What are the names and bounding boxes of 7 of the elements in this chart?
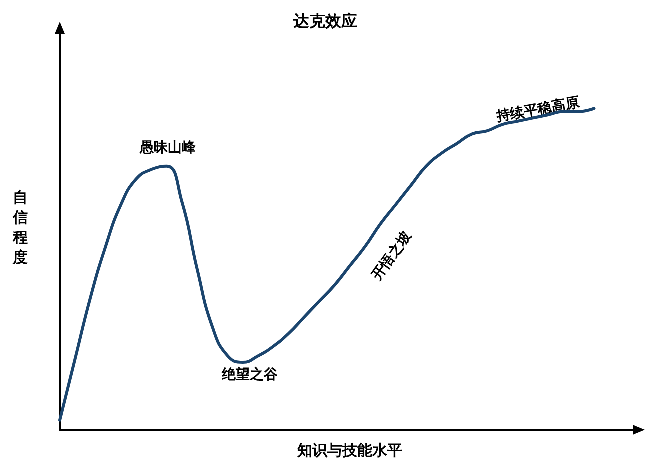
annotation: 持续平稳高原 [494,94,581,126]
annotation: 愚昧山峰 [139,140,197,156]
annotation: 开悟之坡 [368,227,416,284]
x-axis-title: 知识与技能水平 [296,442,402,460]
y-axis-title: 自信程度 [12,188,28,266]
chart-title: 达克效应 [292,12,358,30]
annotation: 绝望之谷 [221,366,279,383]
